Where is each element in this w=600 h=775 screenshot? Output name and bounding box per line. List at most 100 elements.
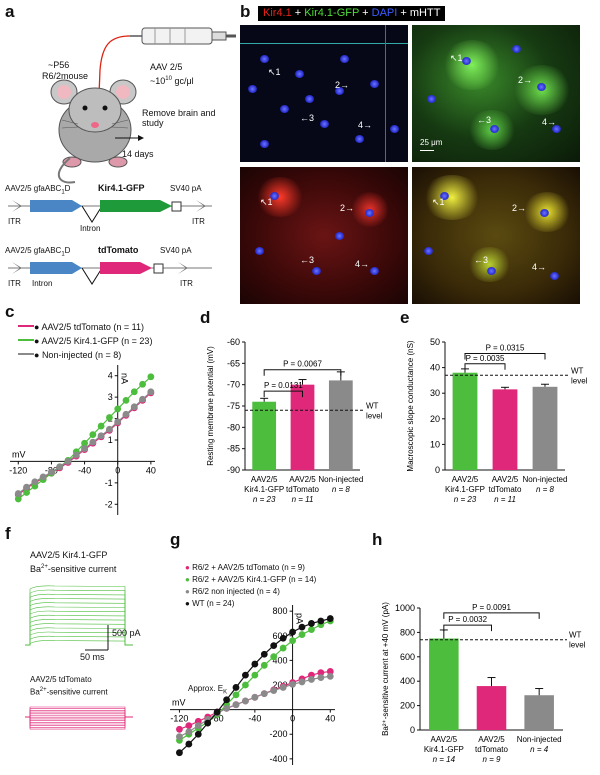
data-point bbox=[317, 617, 325, 625]
data-point bbox=[176, 749, 183, 757]
wt-label: level bbox=[366, 411, 383, 420]
data-point bbox=[97, 422, 105, 430]
data-point bbox=[308, 620, 315, 627]
bar bbox=[328, 380, 353, 470]
wt-label: level bbox=[569, 641, 586, 650]
data-point bbox=[251, 693, 259, 701]
y-tick-label: 3 bbox=[108, 392, 113, 402]
chart-d-rmp: -60 -65 -70 -75 -80 -85 -90 Resting membrane po… bbox=[206, 337, 383, 504]
bar bbox=[429, 638, 459, 730]
data-point bbox=[64, 458, 72, 465]
trace-kir41 bbox=[25, 589, 133, 646]
y-tick-label: -70 bbox=[227, 380, 240, 390]
y-tick-label: 800 bbox=[400, 627, 415, 637]
y-tick-label: 40 bbox=[430, 363, 440, 373]
data-point bbox=[89, 438, 97, 446]
cell-marker-4: 4→ bbox=[358, 120, 373, 130]
category-label: AAV2/5 bbox=[431, 735, 458, 744]
panel-label-e: e bbox=[400, 308, 410, 327]
data-point bbox=[81, 439, 88, 447]
y-axis-label: Resting membrane potential (mV) bbox=[206, 346, 215, 466]
micrograph-dapi: ↖1 2→ ←3 4→ bbox=[240, 25, 408, 162]
y-tick-label: -80 bbox=[227, 422, 240, 432]
x-tick-label: 40 bbox=[146, 465, 156, 475]
legend-g-3: ● WT (n = 24) bbox=[185, 599, 235, 608]
y-tick-label: 50 bbox=[430, 337, 440, 347]
mouse-icon bbox=[50, 79, 137, 184]
y-tick-label: 0 bbox=[435, 465, 440, 475]
data-point bbox=[204, 719, 212, 727]
trace-kir41 bbox=[25, 640, 133, 646]
current-traces bbox=[25, 585, 133, 730]
chart-h-ba-current: 1000 800 600 400 200 0 Ba²⁺-sensitive current … bbox=[381, 602, 586, 764]
construct2-promoter: AAV2/5 gfaABC1D bbox=[5, 246, 71, 258]
legend-g-2: ● R6/2 non injected (n = 4) bbox=[185, 587, 280, 596]
wt-label: WT bbox=[571, 366, 584, 375]
p-value: P = 0.0035 bbox=[466, 354, 505, 363]
data-point bbox=[194, 722, 202, 730]
data-point bbox=[72, 451, 80, 459]
trace2-title: AAV2/5 tdTomato bbox=[30, 675, 92, 684]
p-value: P = 0.0032 bbox=[448, 615, 487, 624]
cell-marker-3: ←3 bbox=[300, 113, 315, 123]
significance-bracket bbox=[263, 369, 342, 376]
y-tick-label: -90 bbox=[227, 465, 240, 475]
significance-bracket bbox=[464, 363, 506, 370]
scale-bar bbox=[420, 150, 434, 151]
trace-kir41 bbox=[25, 610, 133, 646]
data-point bbox=[251, 660, 259, 668]
y-tick-label: 200 bbox=[400, 701, 415, 711]
action-label: Remove brain and study bbox=[142, 108, 216, 128]
titer-label: ~1010 gc/μl bbox=[150, 76, 194, 86]
x-tick-label: -80 bbox=[211, 714, 224, 724]
data-point bbox=[242, 697, 249, 705]
data-point bbox=[326, 615, 334, 622]
mouse-age: ~P56 bbox=[48, 60, 70, 70]
panel-label-h: h bbox=[372, 530, 383, 549]
y-tick-label: 400 bbox=[273, 655, 288, 665]
panel-label-a: a bbox=[5, 2, 15, 21]
data-point bbox=[97, 432, 105, 440]
construct-kir41-gfp bbox=[8, 200, 212, 223]
category-label: Non-injected bbox=[517, 735, 562, 744]
trace1-title: AAV2/5 Kir4.1-GFP bbox=[30, 550, 108, 560]
category-label: tdTomato bbox=[489, 485, 522, 494]
data-point bbox=[185, 728, 193, 736]
category-label: Kir4.1-GFP bbox=[424, 745, 464, 754]
bar bbox=[290, 384, 315, 470]
y-tick-label: -65 bbox=[227, 358, 240, 368]
construct2-itr-left: ITR bbox=[8, 279, 21, 288]
data-point bbox=[289, 637, 296, 645]
trace-kir41 bbox=[25, 631, 133, 646]
x-tick-label: 0 bbox=[115, 465, 120, 475]
trace-kir41 bbox=[25, 635, 133, 646]
legend-c-1: ● AAV2/5 Kir4.1-GFP (n = 23) bbox=[18, 336, 152, 346]
data-point bbox=[317, 669, 325, 677]
category-label: AAV2/5 bbox=[492, 475, 519, 484]
p-value: P = 0.0131 bbox=[264, 381, 303, 390]
micrograph-merge: ↖1 2→ ←3 4→ bbox=[412, 167, 580, 304]
significance-bracket bbox=[263, 390, 303, 398]
y-tick-label: 0 bbox=[410, 725, 415, 735]
data-point bbox=[14, 490, 22, 497]
y-tick-label: -75 bbox=[227, 401, 240, 411]
data-point bbox=[122, 396, 130, 404]
construct2-gene: tdTomato bbox=[98, 245, 139, 255]
construct2-itr-right: ITR bbox=[180, 279, 193, 288]
trace-kir41 bbox=[25, 606, 133, 646]
y-tick-label: -60 bbox=[227, 337, 240, 347]
scale-label: 25 μm bbox=[420, 138, 443, 147]
scale-ms: 50 ms bbox=[80, 652, 105, 662]
x-tick-label: 0 bbox=[290, 714, 295, 724]
n-label: n = 8 bbox=[536, 485, 555, 494]
data-point bbox=[23, 483, 30, 491]
y-tick-label: 600 bbox=[273, 631, 288, 641]
data-point bbox=[31, 478, 39, 486]
x-tick-label: -40 bbox=[248, 714, 261, 724]
category-label: AAV2/5 bbox=[478, 735, 505, 744]
category-label: tdTomato bbox=[475, 745, 508, 754]
category-label: Kir4.1-GFP bbox=[445, 485, 485, 494]
trace-tdtomato bbox=[25, 716, 133, 726]
